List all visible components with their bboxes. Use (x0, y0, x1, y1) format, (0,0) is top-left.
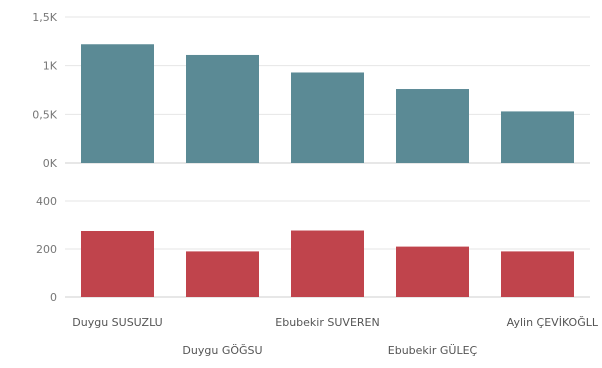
y-tick-label: 0,5K (32, 108, 57, 121)
bar-bottom-2 (186, 251, 259, 297)
x-category-label: Ebubekir GÜLEÇ (388, 344, 478, 357)
x-category-label: Aylin ÇEVİKOĞLL (507, 316, 599, 329)
x-category-label: Duygu SUSUZLU (72, 316, 162, 329)
x-category-label: Duygu GÖĞSU (182, 344, 262, 357)
bar-top-4 (396, 89, 469, 163)
bar-bottom-1 (81, 231, 154, 297)
y-tick-label: 0K (43, 157, 58, 170)
y-tick-label: 1,5K (32, 11, 57, 24)
y-tick-label: 1K (43, 60, 58, 73)
bar-top-3 (291, 72, 364, 163)
y-tick-label: 0 (50, 291, 57, 304)
y-tick-label: 400 (36, 195, 57, 208)
bar-top-1 (81, 44, 154, 163)
x-category-label: Ebubekir SUVEREN (275, 316, 379, 329)
bar-bottom-3 (291, 230, 364, 297)
bar-bottom-5 (501, 251, 574, 297)
bar-top-5 (501, 111, 574, 163)
y-tick-label: 200 (36, 243, 57, 256)
bar-top-2 (186, 54, 259, 163)
bar-bottom-4 (396, 246, 469, 297)
